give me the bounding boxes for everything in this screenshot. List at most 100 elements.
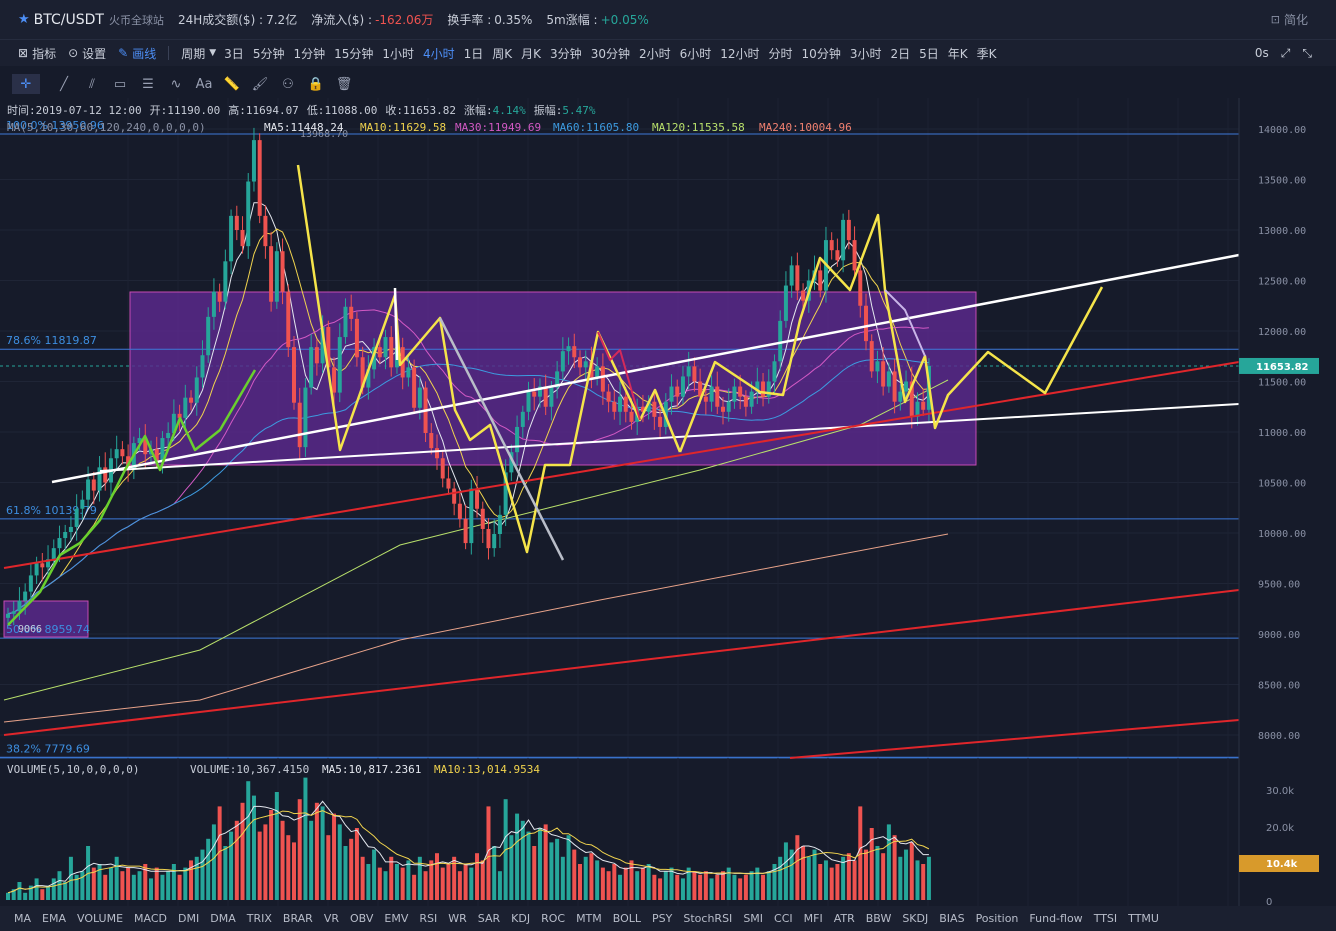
candle bbox=[11, 611, 16, 614]
draw-icon[interactable]: ✎ bbox=[118, 46, 129, 60]
candle bbox=[515, 426, 520, 453]
indicator-skdj[interactable]: SKDJ bbox=[902, 912, 929, 925]
text-icon[interactable]: Aa bbox=[195, 76, 213, 92]
period-12[interactable]: 6小时 bbox=[679, 46, 712, 61]
lower-trendline[interactable] bbox=[99, 403, 1240, 472]
indicator-sar[interactable]: SAR bbox=[477, 912, 501, 925]
indicator-rsi[interactable]: RSI bbox=[419, 912, 438, 925]
indicator-fund-flow[interactable]: Fund-flow bbox=[1029, 912, 1083, 925]
red-line-3[interactable] bbox=[789, 719, 1240, 759]
candle bbox=[892, 371, 897, 402]
simplify-icon[interactable]: ⊡ bbox=[1270, 13, 1280, 26]
indicator-dma[interactable]: DMA bbox=[210, 912, 236, 925]
period-20[interactable]: 季K bbox=[976, 46, 997, 61]
indicator-emv[interactable]: EMV bbox=[384, 912, 409, 925]
volume-bar bbox=[640, 867, 645, 900]
simplify-button[interactable]: 简化 bbox=[1283, 13, 1308, 27]
wave-magenta[interactable] bbox=[597, 331, 641, 421]
indicator-stochrsi[interactable]: StochRSI bbox=[683, 912, 733, 925]
indicator-bbw[interactable]: BBW bbox=[865, 912, 892, 925]
indicator-wr[interactable]: WR bbox=[448, 912, 467, 925]
indicator-psy[interactable]: PSY bbox=[652, 912, 673, 925]
period-5[interactable]: 4小时 bbox=[423, 46, 455, 61]
period-16[interactable]: 3小时 bbox=[849, 46, 882, 61]
period-17[interactable]: 2日 bbox=[890, 46, 911, 61]
period-19[interactable]: 年K bbox=[947, 46, 968, 61]
volume-bar bbox=[509, 835, 514, 900]
red-support-line[interactable] bbox=[3, 361, 1240, 569]
candlestick-chart[interactable]: 100.0% 13950.96 78.6% 11819.87 61.8% 10139… bbox=[0, 98, 1336, 906]
indicator-button[interactable]: 指标 bbox=[32, 46, 57, 61]
indicator-macd[interactable]: MACD bbox=[134, 912, 168, 925]
crosshair-icon[interactable]: ✛ bbox=[12, 74, 40, 94]
wave-icon[interactable]: ∿ bbox=[170, 76, 182, 92]
period-10[interactable]: 30分钟 bbox=[590, 46, 630, 61]
period-9[interactable]: 3分钟 bbox=[550, 46, 582, 61]
indicator-brar[interactable]: BRAR bbox=[282, 912, 313, 925]
period-11[interactable]: 2小时 bbox=[638, 46, 671, 61]
period-8[interactable]: 月K bbox=[521, 46, 542, 61]
chevron-down-icon[interactable]: ▼ bbox=[209, 48, 217, 58]
candle bbox=[675, 386, 680, 397]
volume-bar bbox=[898, 856, 903, 900]
rectangle-icon[interactable]: ▭ bbox=[113, 76, 127, 92]
indicator-position[interactable]: Position bbox=[975, 912, 1019, 925]
indicator-vr[interactable]: VR bbox=[323, 912, 339, 925]
indicator-boll[interactable]: BOLL bbox=[612, 912, 642, 925]
red-line-2[interactable] bbox=[3, 589, 1240, 736]
settings-icon[interactable]: ⊙ bbox=[68, 46, 79, 60]
indicator-mtm[interactable]: MTM bbox=[576, 912, 602, 925]
trendline-icon[interactable]: ╱ bbox=[60, 76, 68, 92]
period-15[interactable]: 10分钟 bbox=[801, 46, 841, 61]
indicator-trix[interactable]: TRIX bbox=[246, 912, 272, 925]
fibonacci-icon[interactable]: ☰ bbox=[142, 76, 154, 92]
indicator-kdj[interactable]: KDJ bbox=[511, 912, 531, 925]
indicator-ma[interactable]: MA bbox=[14, 912, 32, 925]
indicator-ttmu[interactable]: TTMU bbox=[1128, 912, 1159, 925]
lock-icon[interactable]: 🔒 bbox=[307, 76, 325, 92]
period-4[interactable]: 1小时 bbox=[382, 46, 415, 61]
ruler-icon[interactable]: 📏 bbox=[223, 76, 241, 92]
fullscreen-icon[interactable]: ⤡ bbox=[1302, 45, 1312, 60]
parallel-channel-icon[interactable]: ⫽ bbox=[89, 76, 95, 92]
indicator-smi[interactable]: SMI bbox=[743, 912, 764, 925]
period-0[interactable]: 3日 bbox=[224, 46, 244, 61]
period-18[interactable]: 5日 bbox=[919, 46, 939, 61]
indicator-roc[interactable]: ROC bbox=[541, 912, 566, 925]
settings-button[interactable]: 设置 bbox=[82, 46, 107, 61]
volume-bar bbox=[606, 871, 611, 900]
wave-white-1[interactable] bbox=[393, 287, 399, 361]
period-13[interactable]: 12小时 bbox=[720, 46, 760, 61]
favorite-star-icon[interactable]: ★ bbox=[18, 12, 30, 27]
period-14[interactable]: 分时 bbox=[768, 46, 793, 61]
draw-button[interactable]: 画线 bbox=[132, 46, 157, 61]
period-3[interactable]: 15分钟 bbox=[334, 46, 374, 61]
period-dropdown[interactable]: 周期 bbox=[181, 46, 206, 61]
indicator-obv[interactable]: OBV bbox=[350, 912, 374, 925]
wave-green[interactable] bbox=[7, 369, 257, 626]
trash-icon[interactable]: 🗑 bbox=[335, 76, 353, 92]
indicator-icon[interactable]: ⊠ bbox=[18, 46, 29, 60]
indicator-volume[interactable]: VOLUME bbox=[76, 912, 124, 925]
wave-gray[interactable] bbox=[438, 317, 565, 561]
candle bbox=[40, 563, 45, 568]
period-7[interactable]: 周K bbox=[492, 46, 513, 61]
brush-icon[interactable]: 🖌 bbox=[251, 76, 269, 92]
upper-trendline[interactable] bbox=[51, 253, 1240, 484]
candle bbox=[143, 438, 148, 455]
indicator-bias[interactable]: BIAS bbox=[939, 912, 965, 925]
magnet-icon[interactable]: ⚇ bbox=[282, 76, 294, 92]
indicator-mfi[interactable]: MFI bbox=[803, 912, 823, 925]
period-1[interactable]: 5分钟 bbox=[252, 46, 285, 61]
symbol-title[interactable]: BTC/USDT bbox=[33, 11, 104, 28]
period-2[interactable]: 1分钟 bbox=[293, 46, 326, 61]
expand-icon[interactable]: ⤢ bbox=[1280, 45, 1291, 60]
wave-yellow-2[interactable] bbox=[678, 213, 1104, 453]
period-6[interactable]: 1日 bbox=[463, 46, 484, 61]
indicator-ttsi[interactable]: TTSI bbox=[1093, 912, 1118, 925]
indicator-ema[interactable]: EMA bbox=[42, 912, 66, 925]
indicator-cci[interactable]: CCI bbox=[774, 912, 793, 925]
indicator-atr[interactable]: ATR bbox=[833, 912, 855, 925]
wave-lilac[interactable] bbox=[884, 289, 926, 357]
indicator-dmi[interactable]: DMI bbox=[178, 912, 200, 925]
